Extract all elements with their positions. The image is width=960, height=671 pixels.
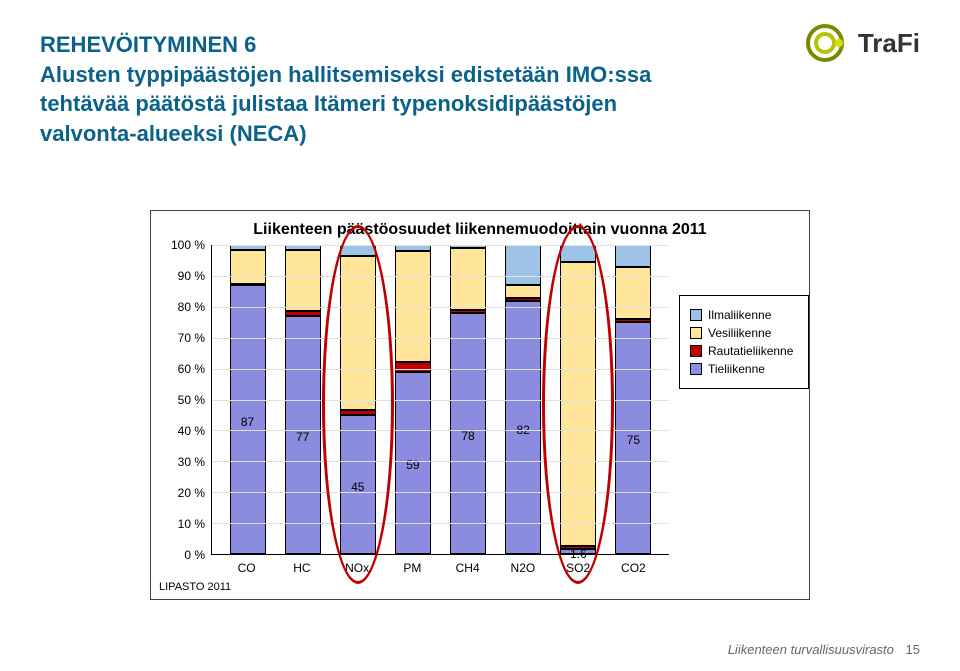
x-tick-label: N2O	[505, 561, 541, 575]
seg-PM-Rautatieliikenne	[395, 362, 431, 371]
title-block: REHEVÖITYMINEN 6 Alusten typpipäästöjen …	[40, 30, 660, 149]
seg-CO2-Tieliikenne	[615, 322, 651, 554]
gridline	[212, 338, 669, 339]
chart-source: LIPASTO 2011	[159, 581, 231, 593]
seg-CH4-Tieliikenne	[450, 313, 486, 554]
x-tick-label: CH4	[450, 561, 486, 575]
legend-item: Rautatieliikenne	[690, 344, 798, 358]
seg-CH4-Vesiliikenne	[450, 248, 486, 310]
legend-swatch-icon	[690, 327, 702, 339]
gridline	[212, 400, 669, 401]
x-axis: CO HC NOx PM CH4 N2O SO2 CO2	[211, 555, 669, 575]
gridline	[212, 492, 669, 493]
y-axis: 0 %10 %20 %30 %40 %50 %60 %70 %80 %90 %1…	[151, 245, 211, 555]
gridline	[212, 245, 669, 246]
seg-CO2-Vesiliikenne	[615, 267, 651, 320]
y-tick-label: 100 %	[171, 238, 205, 252]
seg-SO2-Rautatieliikenne	[560, 546, 596, 549]
slide: REHEVÖITYMINEN 6 Alusten typpipäästöjen …	[0, 0, 960, 671]
gridline	[212, 430, 669, 431]
legend-label: Vesiliikenne	[708, 326, 771, 340]
x-tick-label: CO	[229, 561, 265, 575]
footer: Liikenteen turvallisuusvirasto 15	[728, 642, 920, 657]
seg-CO2-Ilmaliikenne	[615, 245, 651, 267]
y-tick-label: 50 %	[178, 393, 205, 407]
legend-swatch-icon	[690, 309, 702, 321]
gridline	[212, 276, 669, 277]
gridline	[212, 523, 669, 524]
y-tick-label: 10 %	[178, 517, 205, 531]
legend: Ilmaliikenne Vesiliikenne Rautatieliikenne…	[679, 295, 809, 389]
y-tick-label: 80 %	[178, 300, 205, 314]
seg-CO-Tieliikenne	[230, 285, 266, 554]
x-tick-label: CO2	[615, 561, 651, 575]
legend-label: Ilmaliikenne	[708, 308, 771, 322]
x-tick-label: HC	[284, 561, 320, 575]
seg-CO-Vesiliikenne	[230, 250, 266, 284]
seg-HC-Rautatieliikenne	[285, 311, 321, 316]
trafi-logo-icon	[802, 20, 848, 66]
legend-item: Vesiliikenne	[690, 326, 798, 340]
y-tick-label: 30 %	[178, 455, 205, 469]
chart-container: Liikenteen päästöosuudet liikennemuodoit…	[150, 210, 810, 600]
seg-NOx-Vesiliikenne	[340, 256, 376, 411]
plot-area: 8777455978821.675	[211, 245, 669, 555]
gridline	[212, 461, 669, 462]
gridline	[212, 369, 669, 370]
legend-swatch-icon	[690, 363, 702, 375]
y-tick-label: 0 %	[184, 548, 205, 562]
trafi-logo: TraFi	[802, 20, 920, 66]
legend-item: Ilmaliikenne	[690, 308, 798, 322]
seg-N2O-Rautatieliikenne	[505, 298, 541, 301]
y-tick-label: 20 %	[178, 486, 205, 500]
gridline	[212, 307, 669, 308]
y-tick-label: 70 %	[178, 331, 205, 345]
page-number: 15	[906, 642, 920, 657]
trafi-logo-text: TraFi	[858, 28, 920, 59]
chart-body: 0 %10 %20 %30 %40 %50 %60 %70 %80 %90 %1…	[151, 245, 809, 555]
seg-SO2-Ilmaliikenne	[560, 245, 596, 262]
seg-CO2-Rautatieliikenne	[615, 319, 651, 322]
footer-text: Liikenteen turvallisuusvirasto	[728, 642, 894, 657]
legend-item: Tieliikenne	[690, 362, 798, 376]
seg-HC-Tieliikenne	[285, 316, 321, 554]
seg-N2O-Ilmaliikenne	[505, 245, 541, 285]
y-tick-label: 90 %	[178, 269, 205, 283]
seg-CH4-Rautatieliikenne	[450, 310, 486, 313]
y-tick-label: 40 %	[178, 424, 205, 438]
legend-swatch-icon	[690, 345, 702, 357]
seg-SO2-Vesiliikenne	[560, 262, 596, 546]
seg-NOx-Tieliikenne	[340, 415, 376, 554]
seg-NOx-Ilmaliikenne	[340, 245, 376, 256]
y-tick-label: 60 %	[178, 362, 205, 376]
x-tick-label: SO2	[560, 561, 596, 575]
seg-SO2-Tieliikenne	[560, 549, 596, 554]
seg-N2O-Vesiliikenne	[505, 285, 541, 297]
chart-title: Liikenteen päästöosuudet liikennemuodoit…	[151, 211, 809, 245]
legend-label: Rautatieliikenne	[708, 344, 793, 358]
title-line-2: Alusten typpipäästöjen hallitsemiseksi e…	[40, 60, 660, 149]
x-tick-label: PM	[394, 561, 430, 575]
title-line-1: REHEVÖITYMINEN 6	[40, 30, 660, 60]
x-tick-label: NOx	[339, 561, 375, 575]
legend-label: Tieliikenne	[708, 362, 765, 376]
seg-NOx-Rautatieliikenne	[340, 410, 376, 415]
seg-HC-Vesiliikenne	[285, 250, 321, 312]
